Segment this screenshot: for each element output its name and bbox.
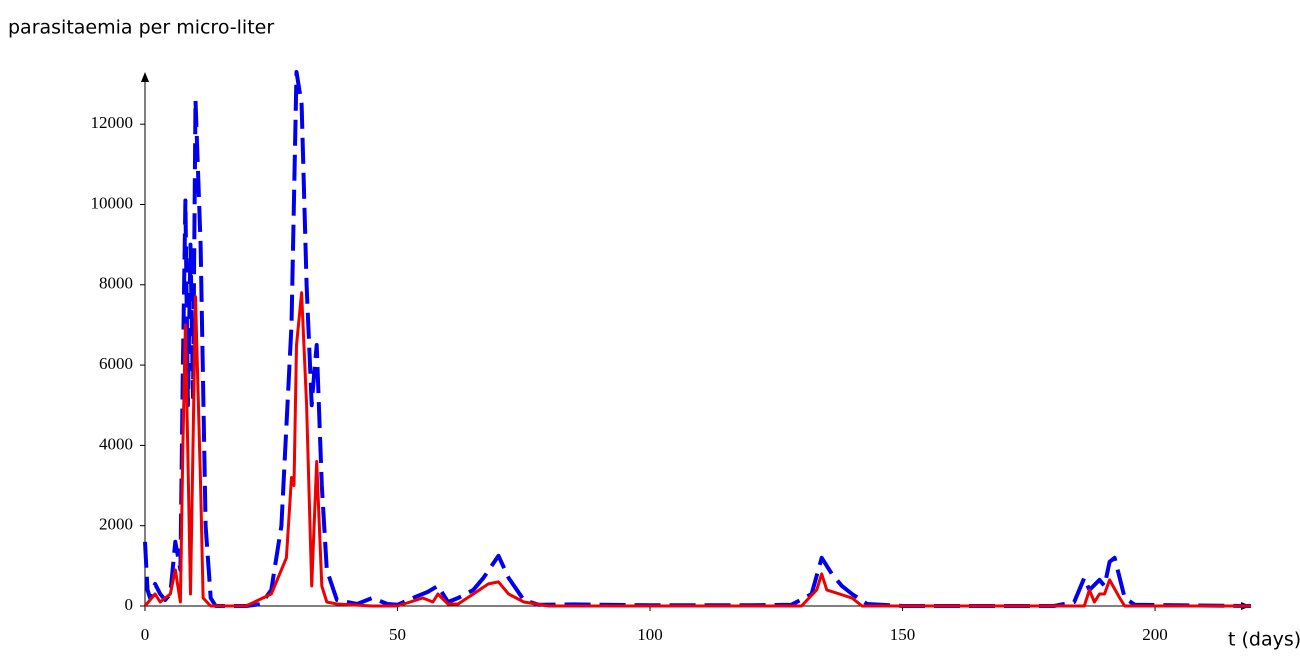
y-tick-label: 12000	[91, 113, 134, 132]
y-tick-label: 8000	[99, 274, 133, 293]
y-tick-label: 6000	[99, 354, 133, 373]
x-tick-label: 50	[389, 625, 406, 644]
y-tick-label: 2000	[99, 515, 133, 534]
x-tick-label: 200	[1142, 625, 1168, 644]
x-tick-label: 0	[141, 625, 150, 644]
x-tick-label: 100	[637, 625, 663, 644]
x-tick-label: 150	[890, 625, 916, 644]
y-tick-label: 0	[125, 595, 134, 614]
y-tick-label: 4000	[99, 434, 133, 453]
y-tick-label: 10000	[91, 193, 134, 212]
y-axis-arrow	[141, 72, 149, 82]
series-line	[143, 291, 1251, 608]
x-axis-label: t (days)	[1228, 629, 1300, 651]
y-axis-label: parasitaemia per micro-liter	[8, 17, 274, 39]
